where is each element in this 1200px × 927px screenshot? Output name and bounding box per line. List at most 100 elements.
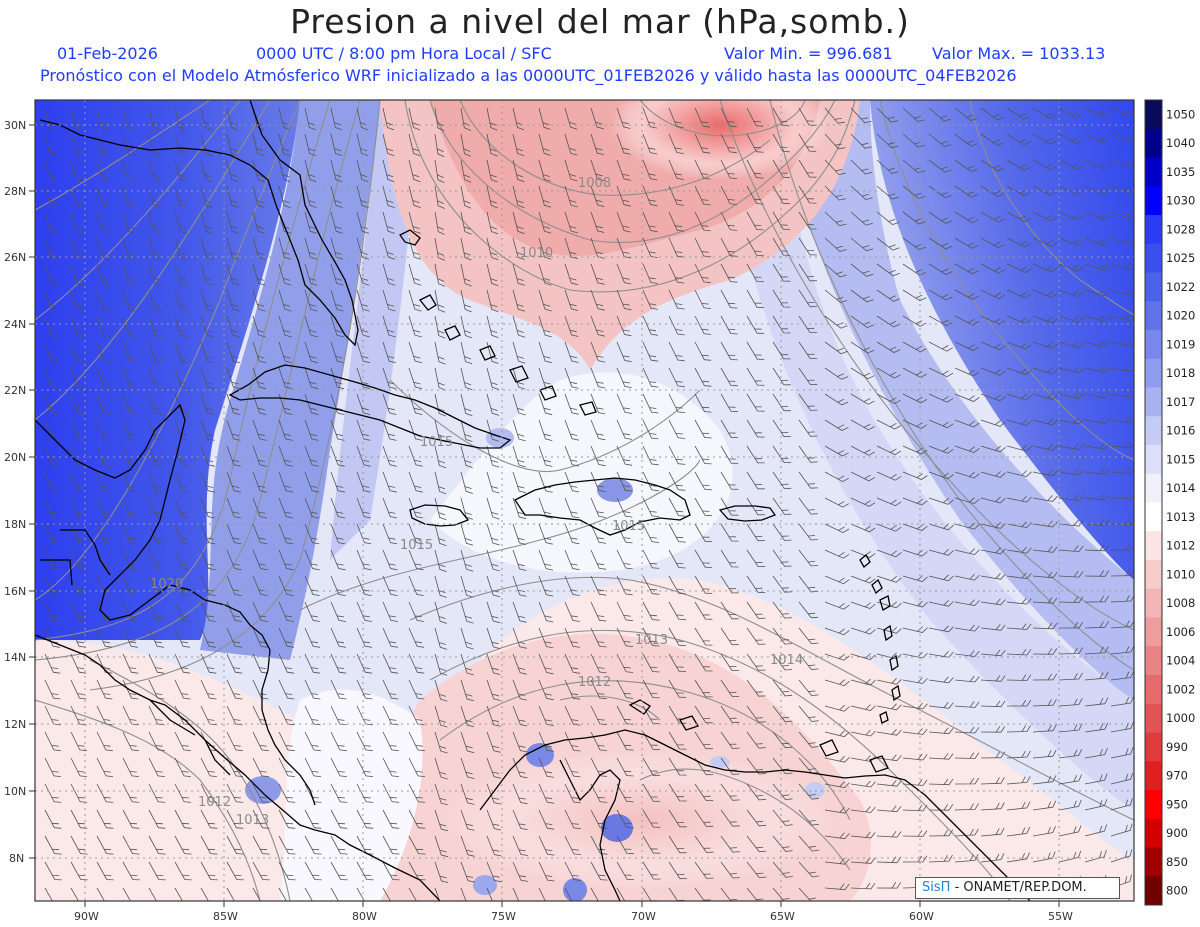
wind-barb — [1058, 799, 1082, 811]
wind-barb — [928, 600, 954, 607]
wind-barb — [642, 341, 659, 362]
wind-barb — [174, 653, 191, 674]
wind-barb — [486, 211, 499, 235]
wind-barb — [252, 341, 267, 364]
wind-barb — [200, 627, 217, 648]
wind-barb — [278, 861, 296, 881]
wind-barb — [694, 549, 713, 568]
wind-barb — [460, 133, 472, 157]
wind-barb — [486, 861, 502, 883]
wind-barb — [720, 263, 738, 283]
wind-barb — [486, 523, 500, 546]
wind-barb — [850, 107, 872, 124]
wind-barb — [1084, 849, 1107, 863]
wind-barb — [954, 133, 978, 147]
wind-barb — [226, 835, 244, 855]
wind-barb — [720, 705, 740, 723]
wind-barb — [538, 783, 555, 804]
wind-barb — [1006, 263, 1032, 273]
wind-barb — [980, 367, 1006, 376]
wind-barb — [590, 575, 607, 596]
wind-barb — [902, 651, 928, 659]
wind-barb — [1110, 772, 1134, 785]
wind-barb — [304, 185, 317, 208]
wind-barb — [850, 780, 876, 788]
wind-barb — [928, 159, 952, 173]
wind-barb — [590, 367, 606, 389]
wind-barb — [616, 549, 633, 570]
wind-barb — [512, 835, 528, 856]
lon-label: 60W — [909, 910, 934, 923]
lon-label: 70W — [631, 910, 656, 923]
wind-barb — [44, 237, 58, 260]
lat-label: 12N — [4, 718, 26, 731]
wind-barb — [356, 783, 374, 803]
lat-label: 26N — [4, 251, 26, 264]
wind-barb — [356, 237, 370, 260]
wind-barb — [1110, 747, 1134, 759]
wind-barb — [512, 653, 527, 675]
wind-barb — [122, 289, 136, 312]
wind-barb — [746, 211, 764, 231]
wind-barb — [538, 133, 551, 156]
wind-barb — [434, 705, 448, 728]
wind-barb — [356, 289, 370, 312]
wind-barb — [434, 471, 447, 495]
wind-barb — [538, 237, 552, 260]
colorbar-level-label: 1018 — [1166, 366, 1195, 380]
wind-barb — [954, 701, 980, 708]
wind-barb — [772, 783, 793, 801]
wind-barb — [798, 471, 818, 489]
wind-barb — [252, 315, 266, 338]
wind-barb — [876, 728, 902, 736]
isobar-label: 1014 — [770, 653, 803, 668]
colorbar-level-label: 1010 — [1166, 567, 1195, 581]
wind-barb — [460, 705, 475, 728]
wind-barb — [1006, 495, 1032, 503]
wind-barb — [694, 835, 714, 853]
wind-barb — [382, 705, 399, 726]
wind-barb — [590, 419, 606, 441]
wind-barb — [876, 159, 899, 174]
wind-barb — [954, 185, 979, 198]
wind-barb — [824, 523, 850, 534]
wind-barb — [44, 497, 60, 519]
wind-barb — [1084, 289, 1110, 297]
wind-barb — [746, 575, 766, 593]
wind-barb — [200, 809, 218, 829]
wind-barb — [746, 601, 766, 619]
wind-barb — [564, 601, 580, 622]
wind-barb — [226, 523, 242, 545]
wind-barb — [746, 419, 765, 438]
wind-barb — [824, 445, 849, 457]
colorbar-level-label: 850 — [1166, 855, 1188, 869]
wind-barb — [668, 237, 685, 258]
wind-barb — [122, 757, 140, 777]
wind-barb — [408, 653, 425, 674]
wind-barb — [304, 419, 319, 441]
wind-barb — [382, 237, 396, 260]
wind-barb — [1110, 107, 1134, 118]
wind-barb — [1058, 494, 1084, 502]
wind-barb — [148, 783, 166, 803]
wind-barb — [642, 497, 659, 517]
wind-barb — [174, 289, 188, 312]
wind-barb — [330, 211, 344, 234]
wind-barb — [798, 159, 817, 178]
wind-barb — [642, 627, 660, 647]
wind-barb — [148, 627, 165, 648]
colorbar-level-label: 1050 — [1166, 107, 1195, 121]
wind-barb — [980, 649, 1006, 657]
wind-barb — [668, 185, 685, 206]
colorbar-level-label: 800 — [1166, 884, 1188, 898]
wind-barb — [928, 778, 954, 786]
wind-barb — [70, 705, 87, 726]
wind-barb — [798, 497, 818, 515]
wind-barb — [122, 497, 138, 519]
wind-barb — [434, 679, 448, 702]
wind-barb — [226, 133, 239, 157]
wind-barb — [746, 159, 764, 179]
wind-barb — [226, 653, 243, 674]
wind-barb — [564, 497, 580, 519]
wind-barb — [980, 522, 1006, 529]
